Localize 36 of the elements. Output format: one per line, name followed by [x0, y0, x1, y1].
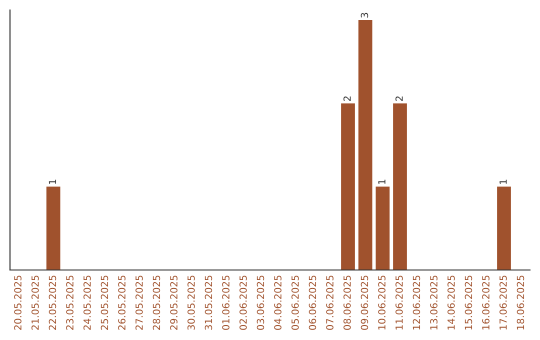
x-tick-label: 26.05.2025 [118, 276, 126, 330]
x-tick-label: 18.06.2025 [516, 276, 524, 330]
x-tick-label: 24.05.2025 [83, 276, 91, 330]
data-label: 2 [395, 96, 403, 101]
data-label: 3 [360, 12, 368, 18]
x-tick-label: 28.05.2025 [152, 276, 160, 330]
x-tick-label: 22.05.2025 [48, 276, 56, 330]
x-tick-label: 17.06.2025 [499, 276, 507, 330]
data-label: 1 [500, 180, 507, 184]
x-tick-label: 06.06.2025 [308, 276, 316, 330]
x-tick-label: 03.06.2025 [256, 276, 264, 330]
x-tick-label: 29.05.2025 [170, 276, 178, 330]
x-tick-label: 04.06.2025 [274, 276, 282, 330]
x-tick-label: 08.06.2025 [343, 276, 351, 330]
data-label: 2 [343, 96, 351, 101]
x-tick-label: 31.05.2025 [204, 276, 212, 330]
x-tick-label: 09.06.2025 [360, 276, 368, 330]
x-tick-label: 02.06.2025 [239, 276, 247, 330]
x-tick-label: 30.05.2025 [187, 276, 195, 330]
x-tick-label: 11.06.2025 [395, 276, 403, 330]
x-tick-label: 05.06.2025 [291, 276, 299, 330]
x-tick-label: 15.06.2025 [464, 276, 472, 330]
x-tick-label: 20.05.2025 [14, 276, 22, 330]
x-tick-label: 21.05.2025 [31, 276, 39, 330]
x-tick-label: 14.06.2025 [447, 276, 455, 330]
x-tick-label: 10.06.2025 [378, 276, 386, 330]
x-tick-label: 16.06.2025 [482, 276, 490, 330]
x-tick-label: 25.05.2025 [100, 276, 108, 330]
x-tick-label: 12.06.2025 [412, 276, 420, 330]
x-tick-label: 13.06.2025 [430, 276, 438, 330]
x-tick-label: 23.05.2025 [66, 276, 74, 330]
x-tick-label: 07.06.2025 [326, 276, 334, 330]
data-label: 1 [48, 180, 56, 184]
x-tick-label: 27.05.2025 [135, 276, 143, 330]
x-tick-label: 01.06.2025 [222, 276, 230, 330]
data-label: 1 [378, 180, 386, 184]
